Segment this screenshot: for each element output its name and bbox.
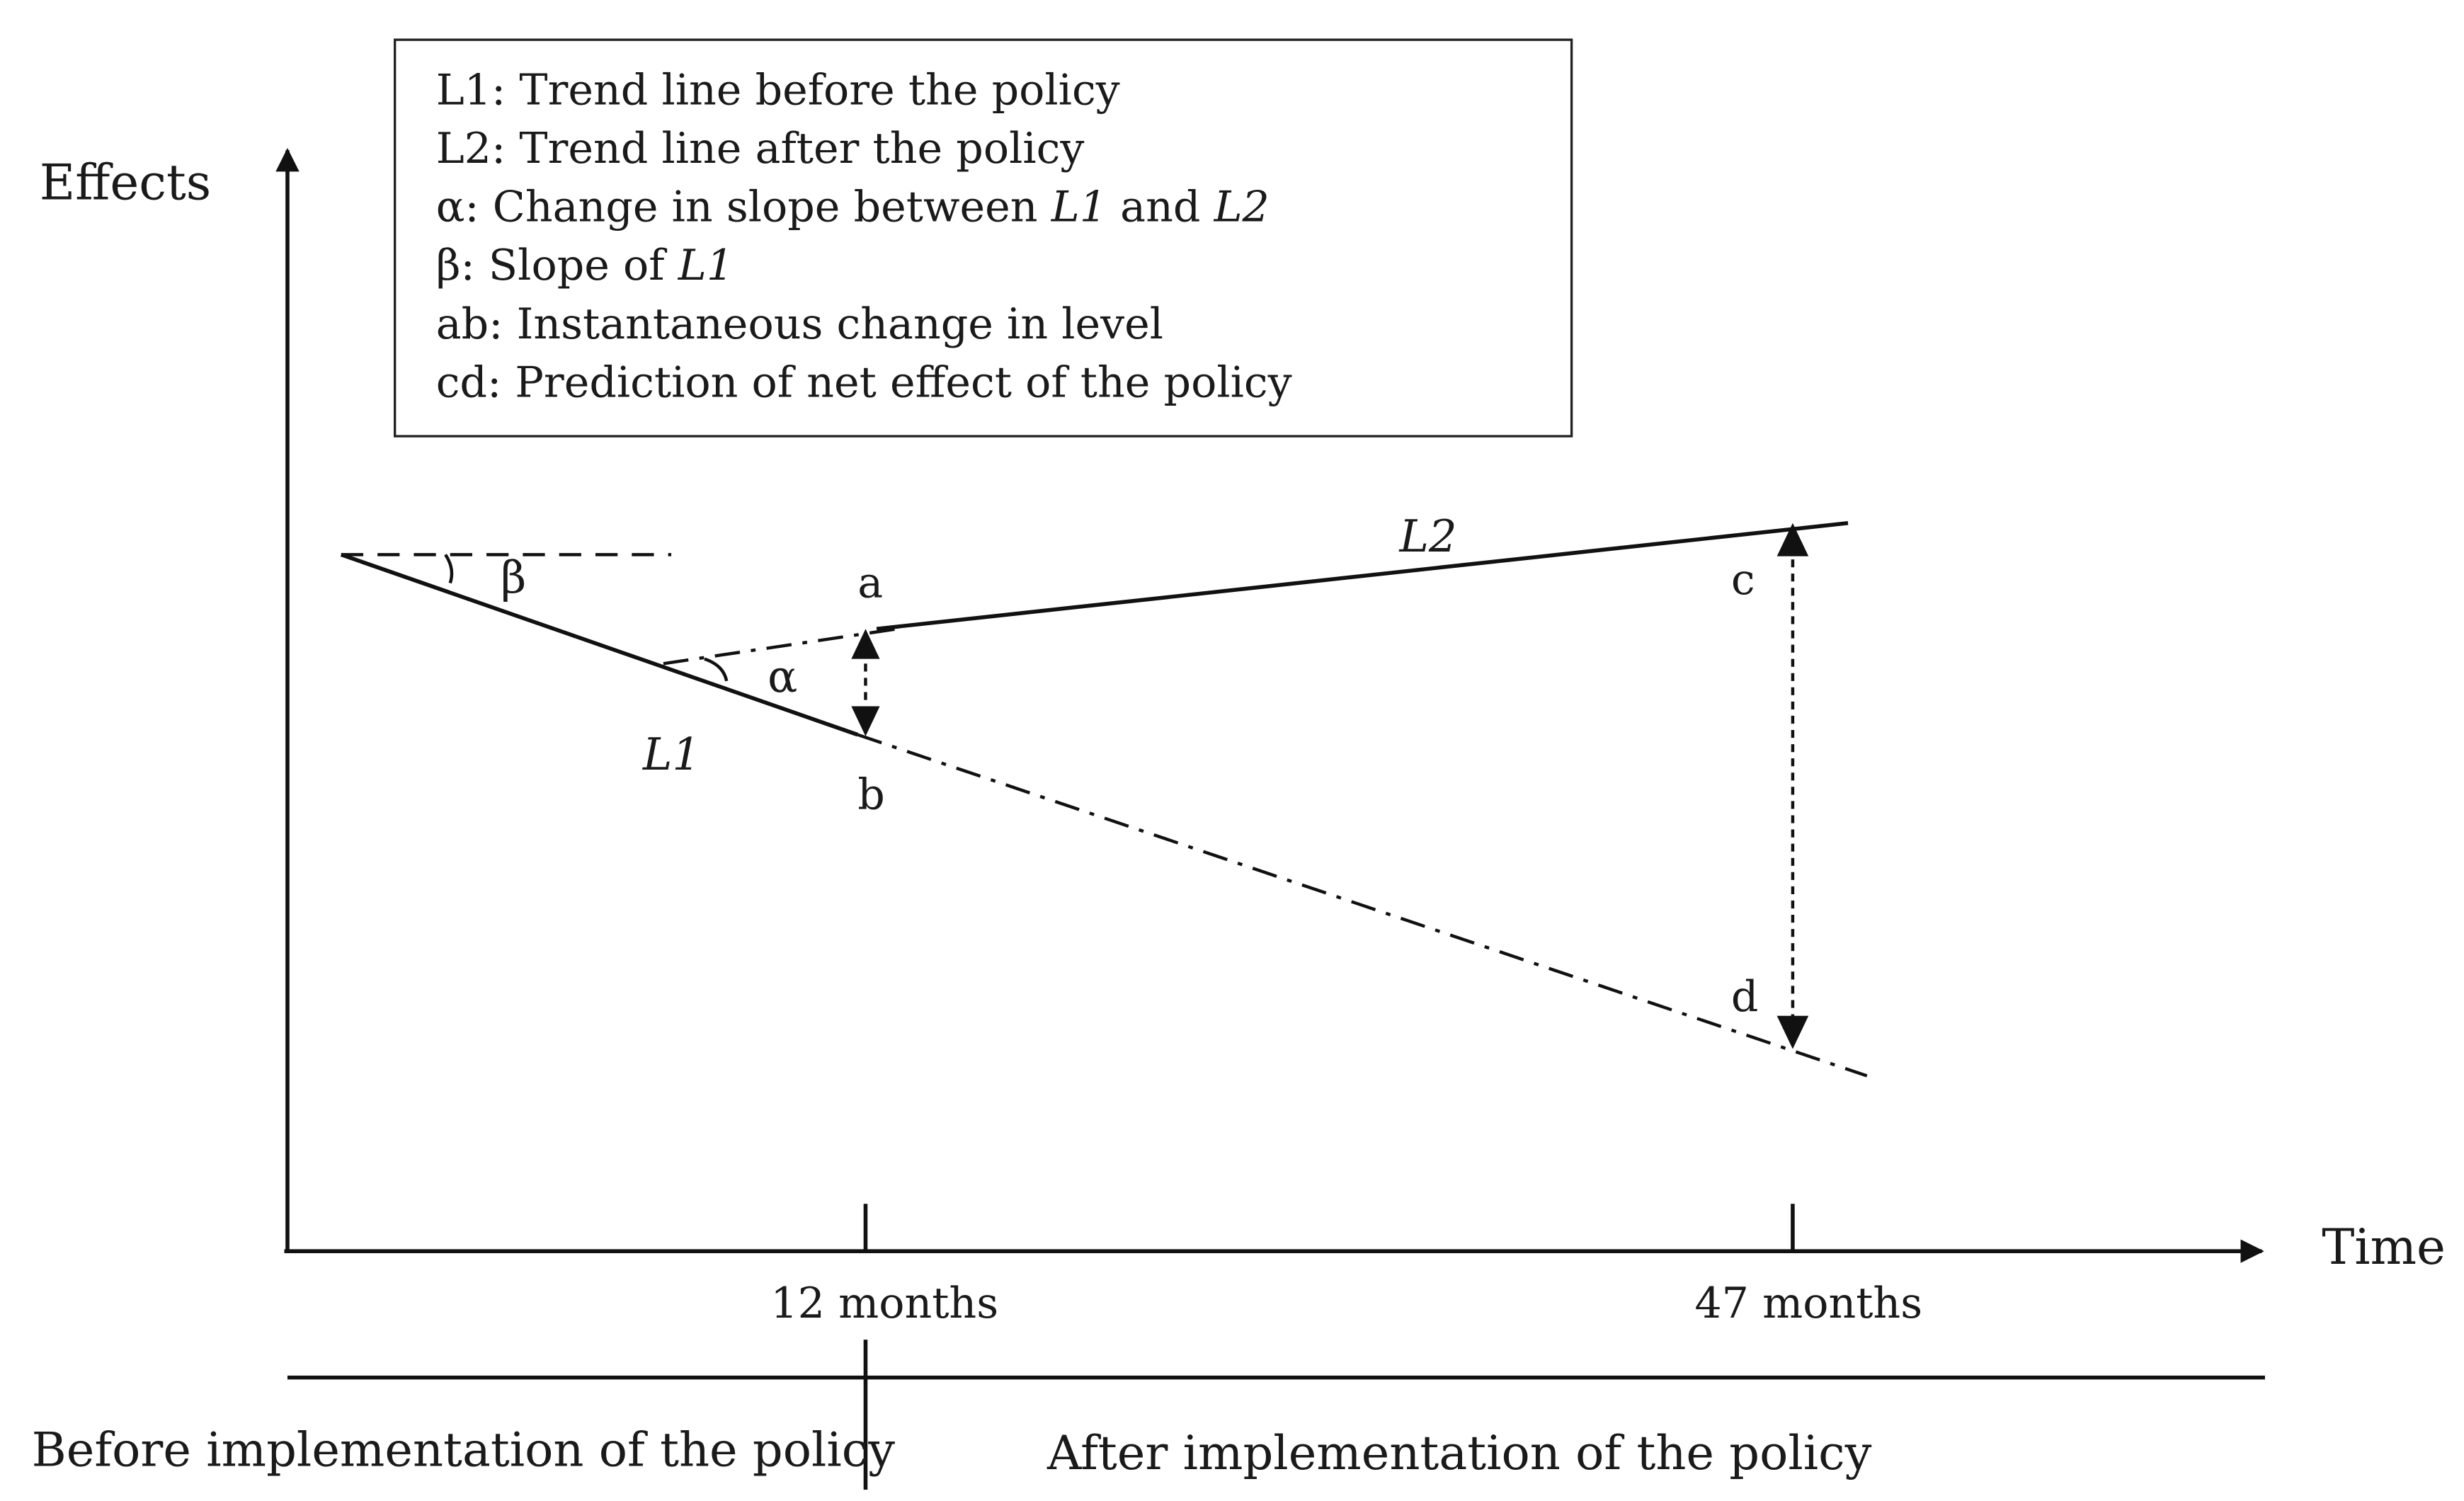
l1-label: L1 [642, 729, 700, 780]
legend-alpha-l2: L2 [1214, 183, 1270, 232]
legend-beta-prefix: β: Slope of [436, 241, 678, 290]
point-b-label: b [857, 770, 885, 820]
legend-line-l2: L2: Trend line after the policy [436, 124, 1085, 173]
l1-projection-line [857, 733, 1868, 1078]
period-after-label: After implementation of the policy [1046, 1425, 1872, 1480]
point-c-label: c [1731, 555, 1755, 605]
l2-label: L2 [1398, 510, 1456, 562]
x-axis-label: Time [2322, 1219, 2446, 1276]
measurement-arrows [851, 523, 1809, 1049]
axes: Effects Time 12 months 47 months [40, 147, 2446, 1328]
l2-trend-line [876, 520, 1849, 632]
alpha-label: α [768, 651, 797, 702]
legend-beta-l1: L1 [678, 241, 734, 290]
trend-lines [340, 520, 1868, 1078]
ab-arrowhead-down [851, 706, 880, 736]
legend-line-alpha: α: Change in slope between L1 and L2 [436, 183, 1270, 232]
beta-angle-arc [444, 554, 454, 584]
tick-label-47-months: 47 months [1694, 1279, 1922, 1328]
ab-arrowhead-up [851, 629, 880, 659]
legend-line-ab: ab: Instantaneous change in level [436, 299, 1163, 349]
legend-box [394, 38, 1573, 438]
beta-label: β [501, 552, 526, 603]
legend-alpha-prefix: α: Change in slope between [436, 183, 1051, 232]
legend-line-beta: β: Slope of L1 [436, 241, 734, 290]
l2-backward-projection [663, 627, 898, 666]
cd-arrowhead-up [1776, 523, 1809, 557]
legend-line-cd: cd: Prediction of net effect of the poli… [436, 358, 1292, 407]
l1-trend-line [340, 552, 859, 737]
legend-alpha-and: and [1107, 183, 1214, 232]
point-d-label: d [1731, 972, 1759, 1022]
period-before-label: Before implementation of the policy [32, 1422, 896, 1478]
cd-arrowhead-down [1776, 1015, 1809, 1049]
legend-line-l1: L1: Trend line before the policy [436, 66, 1120, 115]
alpha-angle-arc [704, 657, 729, 682]
legend: L1: Trend line before the policy L2: Tre… [394, 38, 1573, 438]
point-a-label: a [857, 559, 883, 608]
y-axis-label: Effects [40, 154, 212, 211]
legend-alpha-l1: L1 [1051, 183, 1107, 232]
tick-label-12-months: 12 months [770, 1279, 998, 1328]
diagram-labels: L1 L2 β α a b c d [501, 510, 1758, 1022]
period-section: Before implementation of the policy Afte… [32, 1340, 2265, 1490]
